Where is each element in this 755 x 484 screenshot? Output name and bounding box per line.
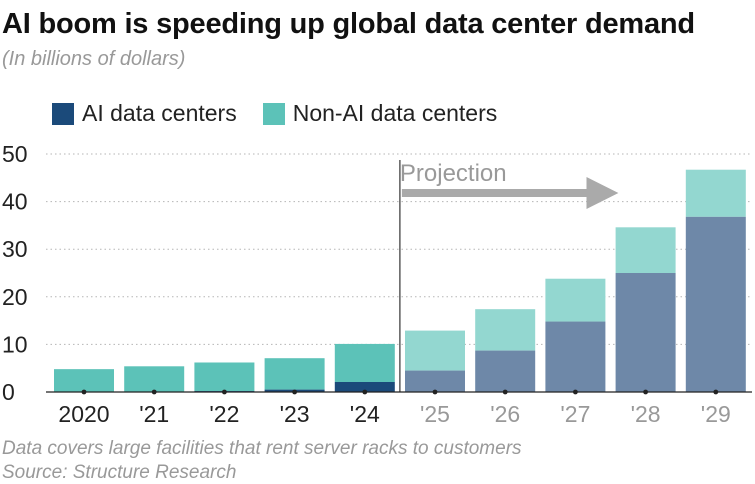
x-tick-label-7: '27 [560,401,590,427]
bar-ai-6 [475,351,535,392]
source-line: Source: Structure Research [2,462,236,484]
stacked-bar-chart: Projection 0 10 20 30 40 50 2020 '21 '22 '23 '24 '2… [0,0,755,436]
x-tick-label-4: '24 [350,401,380,427]
y-tick-label-30: 30 [2,236,28,262]
x-tick-label-1: '21 [139,401,169,427]
y-tick-label-0: 0 [2,379,15,405]
bar-non-ai-0 [54,369,114,391]
bar-non-ai-2 [194,362,254,391]
bar-ai-5 [405,371,465,392]
bar-non-ai-1 [124,366,184,391]
y-tick-label-50: 50 [2,141,28,167]
bar-non-ai-7 [545,279,605,322]
y-tick-label-40: 40 [2,189,28,215]
bar-non-ai-4 [335,344,395,382]
bar-ai-8 [616,273,676,392]
x-tick-label-2: '22 [209,401,239,427]
x-tick-label-3: '23 [280,401,310,427]
y-tick-label-20: 20 [2,284,28,310]
bar-non-ai-9 [686,170,746,217]
x-tick-label-6: '26 [490,401,520,427]
footnote: Data covers large facilities that rent s… [2,438,522,460]
x-tick-label-0: 2020 [58,401,109,427]
bar-non-ai-8 [616,227,676,273]
y-tick-label-10: 10 [2,331,28,357]
bar-non-ai-3 [265,358,325,389]
projection-label: Projection [400,160,507,187]
bar-non-ai-6 [475,309,535,350]
bar-non-ai-5 [405,331,465,371]
x-tick-label-9: '29 [701,401,731,427]
bar-ai-9 [686,217,746,392]
bar-ai-7 [545,322,605,392]
x-tick-label-8: '28 [631,401,661,427]
x-tick-label-5: '25 [420,401,450,427]
